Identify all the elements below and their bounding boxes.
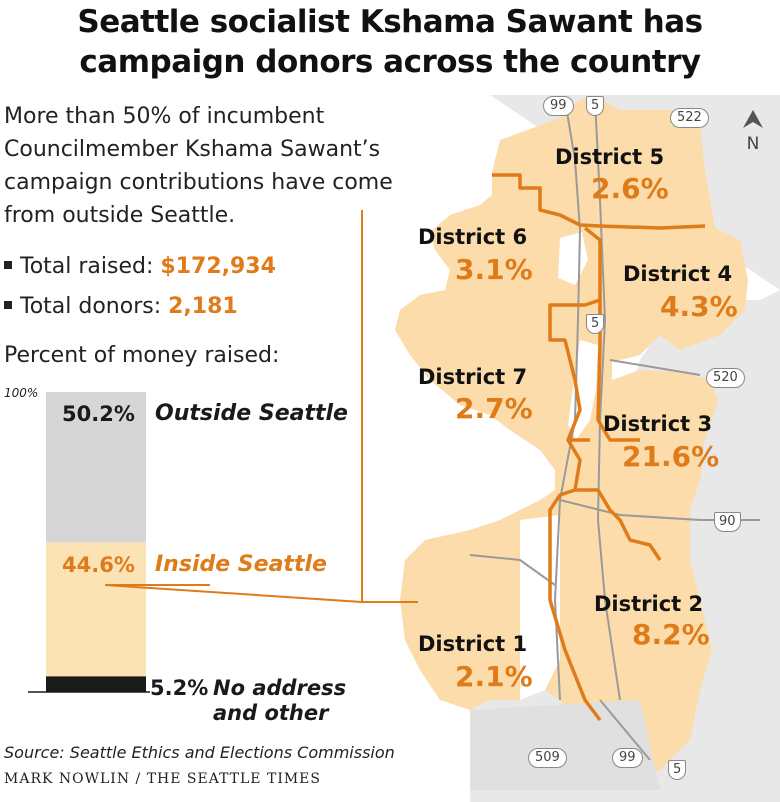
- source-note: Source: Seattle Ethics and Elections Com…: [4, 743, 395, 762]
- map-bottom-gray: [470, 700, 660, 790]
- intro-text: More than 50% of incumbent Councilmember…: [4, 100, 444, 232]
- intro-line-1: More than 50% of incumbent: [4, 104, 325, 129]
- district-7-value: 2.7%: [455, 392, 533, 425]
- interstate-90-marker: 90: [714, 512, 741, 532]
- north-arrow-icon: [743, 110, 763, 128]
- district-5-value: 2.6%: [591, 172, 669, 205]
- total-raised-value: $172,934: [160, 254, 276, 279]
- title-line-2: campaign donors across the country: [79, 44, 701, 80]
- highway-520-marker: 520: [706, 368, 745, 388]
- north-arrow: N: [738, 108, 768, 154]
- highway-99-marker: 99: [543, 96, 574, 116]
- district-7-name: District 7: [418, 365, 528, 389]
- highway-99-marker-bottom: 99: [612, 748, 643, 768]
- no-address-caption-line-2: and other: [213, 701, 329, 725]
- outside-seattle-value: 50.2%: [62, 402, 135, 426]
- total-raised-stat: Total raised: $172,934: [4, 254, 276, 279]
- bullet-square: [4, 301, 12, 309]
- district-3-value: 21.6%: [622, 440, 720, 473]
- no-address-value: 5.2%: [150, 676, 209, 700]
- district-2-name: District 2: [594, 592, 704, 616]
- district-1-value: 2.1%: [455, 660, 533, 693]
- interstate-5-marker: 5: [586, 96, 605, 116]
- district-4-value: 4.3%: [660, 290, 738, 323]
- total-donors-label: Total donors:: [20, 294, 162, 319]
- total-donors-value: 2,181: [168, 294, 238, 319]
- district-3-name: District 3: [603, 412, 713, 436]
- bullet-square: [4, 261, 12, 269]
- title-line-1: Seattle socialist Kshama Sawant has: [77, 4, 703, 40]
- total-donors-stat: Total donors: 2,181: [4, 294, 238, 319]
- bar-segment-inside-seattle: [46, 542, 146, 677]
- inside-seattle-caption: Inside Seattle: [155, 552, 327, 577]
- intro-line-4: from outside Seattle.: [4, 203, 236, 228]
- district-6-name: District 6: [418, 225, 528, 249]
- district-6-value: 3.1%: [455, 253, 533, 286]
- credit-line: MARK NOWLIN / THE SEATTLE TIMES: [4, 771, 321, 787]
- north-label: N: [746, 134, 760, 154]
- axis-100-label: 100%: [4, 386, 39, 400]
- district-4-name: District 4: [623, 262, 733, 286]
- total-raised-label: Total raised:: [20, 254, 154, 279]
- stacked-bar: [46, 392, 146, 692]
- intro-line-3: campaign contributions have come: [4, 170, 393, 195]
- district-5-name: District 5: [555, 145, 665, 169]
- district-2-value: 8.2%: [632, 618, 710, 651]
- percent-heading: Percent of money raised:: [4, 343, 280, 368]
- interstate-5-marker-bottom: 5: [668, 760, 687, 780]
- inside-seattle-value: 44.6%: [62, 553, 135, 577]
- chart-title: Seattle socialist Kshama Sawant has camp…: [0, 2, 780, 82]
- bar-segment-no-address: [46, 676, 146, 692]
- highway-522-marker: 522: [670, 108, 709, 128]
- highway-509-marker: 509: [528, 748, 567, 768]
- district-1-name: District 1: [418, 632, 528, 656]
- intro-line-2: Councilmember Kshama Sawant’s: [4, 137, 381, 162]
- bar-segment-outside-seattle: [46, 392, 146, 543]
- outside-seattle-caption: Outside Seattle: [155, 401, 348, 426]
- interstate-5-marker-mid: 5: [586, 314, 605, 334]
- no-address-caption-line-1: No address: [213, 676, 347, 700]
